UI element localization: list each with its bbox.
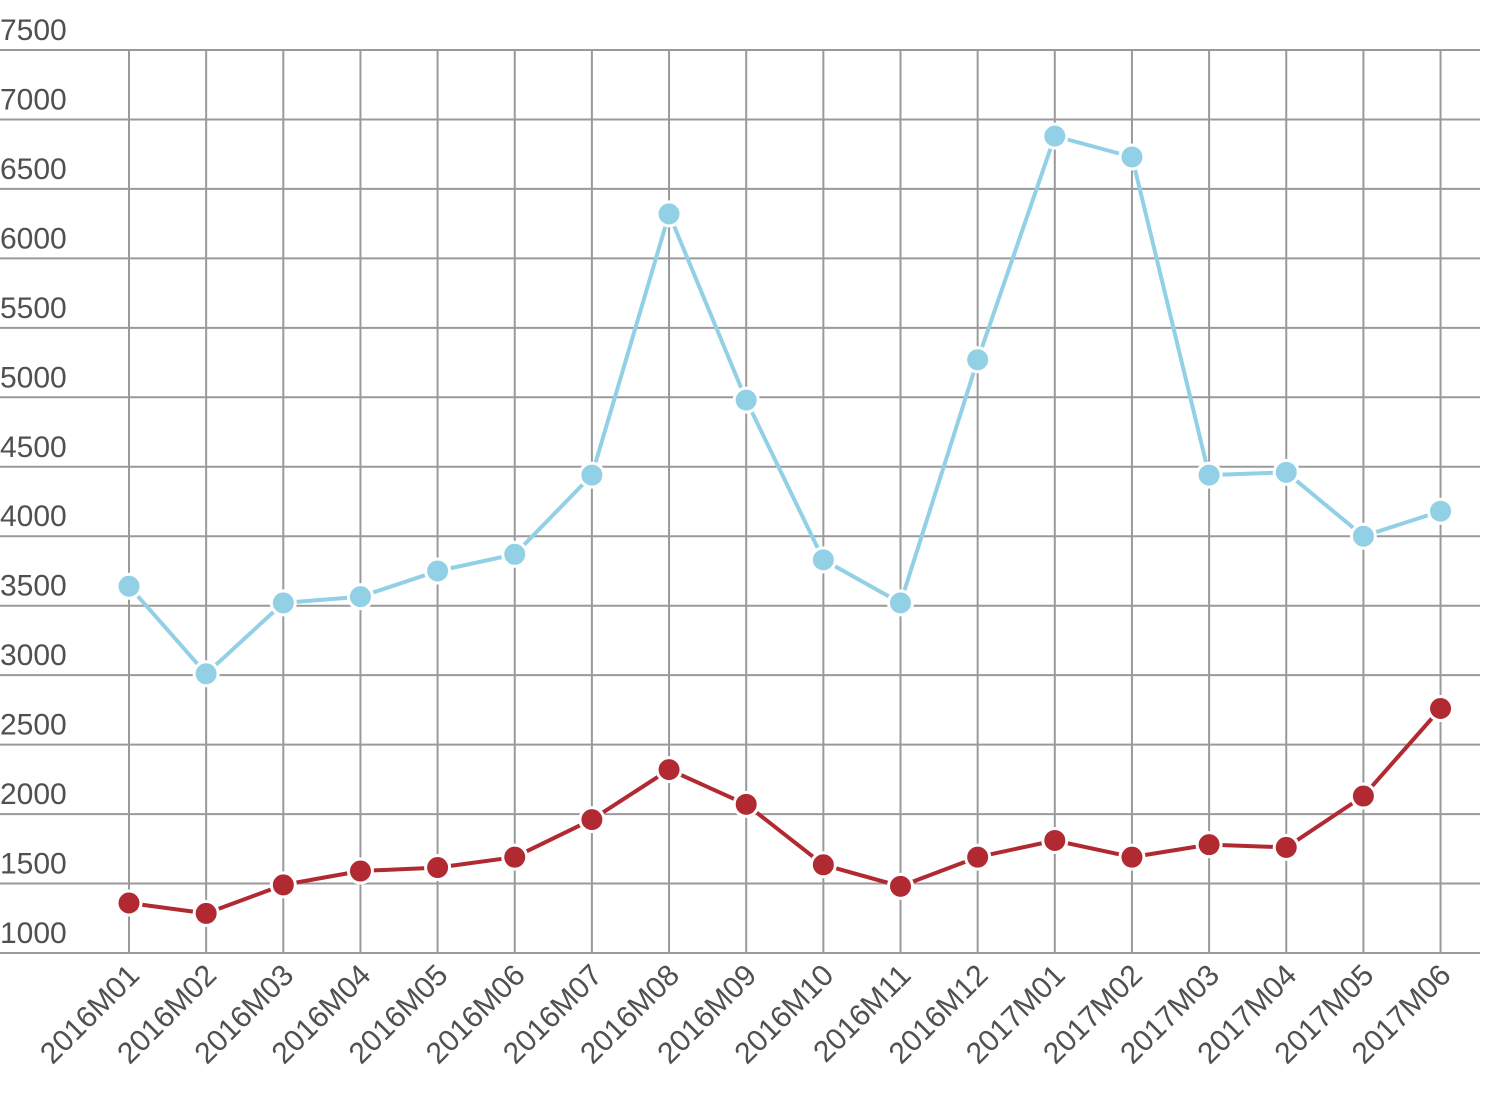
series-1-point [655,200,683,228]
y-tick-label: 1000 [0,917,67,950]
series-1-point [501,540,529,568]
series-1 [115,122,1455,688]
series-2-point [964,843,992,871]
series-1-point [1349,522,1377,550]
series-1-point [424,557,452,585]
series [115,122,1455,927]
y-tick-label: 2000 [0,778,67,811]
series-1-point [269,589,297,617]
series-1-point [1272,458,1300,486]
series-2 [115,694,1455,927]
series-1-point [115,572,143,600]
series-1-point [1195,461,1223,489]
series-1-point [809,546,837,574]
y-tick-label: 6500 [0,153,67,186]
y-axis-ticks: 1000 1500 2000 2500 3000 3500 4000 4500 5000 5500… [0,14,67,950]
y-tick-label: 7500 [0,14,67,47]
series-2-point [1272,833,1300,861]
y-tick-label: 2500 [0,709,67,742]
series-2-point [578,806,606,834]
series-2-point [1195,831,1223,859]
series-1-point [578,461,606,489]
series-2-point [1118,843,1146,871]
series-1-point [1427,497,1455,525]
series-1-point [887,589,914,617]
grid [0,49,1480,954]
y-tick-label: 3000 [0,639,67,672]
series-1-point [1041,122,1069,150]
y-tick-label: 5000 [0,361,67,394]
series-1-point [732,386,760,414]
series-2-point [501,843,529,871]
series-2-point [887,872,914,900]
series-2-point [269,871,297,899]
series-2-point [1041,826,1069,854]
series-1-point [192,660,220,688]
series-2-point [192,899,220,927]
series-2-point [115,889,143,917]
series-2-point [1427,694,1455,722]
series-1-point [346,583,374,611]
y-tick-label: 4500 [0,431,67,464]
y-tick-label: 6000 [0,222,67,255]
y-tick-label: 5500 [0,292,67,325]
series-1-point [964,346,992,374]
y-tick-label: 4000 [0,500,67,533]
y-tick-label: 3500 [0,570,67,603]
series-2-point [732,790,760,818]
series-2-point [809,851,837,879]
series-2-point [1349,782,1377,810]
series-2-point [346,857,374,885]
series-1-point [1118,143,1146,171]
y-tick-label: 7000 [0,83,67,116]
x-axis-ticks: 2016M012016M022016M032016M042016M052016M… [34,959,1457,1071]
series-1-line [127,134,1443,676]
series-2-point [424,854,452,882]
y-tick-label: 1500 [0,848,67,881]
series-2-point [655,756,683,784]
